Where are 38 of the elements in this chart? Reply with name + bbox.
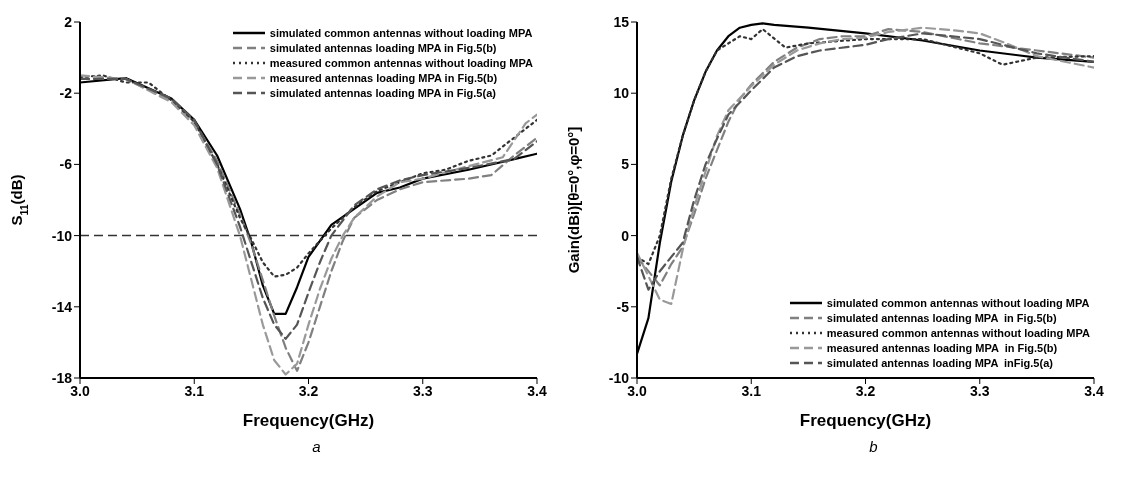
legend-label: measured common antennas without loading MPA — [826, 326, 1090, 339]
x-tick-label: 3.0 — [627, 382, 647, 399]
y-tick-label: -5 — [616, 298, 630, 315]
legend-label: simulated antennas loading MPA in Fig.5(a) — [269, 86, 496, 99]
legend-label: simulated common antennas without loading MPA — [269, 26, 533, 39]
x-tick-label: 3.1 — [184, 382, 205, 399]
legend-label: simulated antennas loading MPA in Fig.5(b) — [269, 41, 497, 54]
legend-label: measured antennas loading MPA in Fig.5(b) — [826, 341, 1058, 354]
x-tick-label: 3.2 — [298, 382, 319, 399]
x-axis-title: Frequency(GHz) — [242, 411, 375, 430]
x-tick-label: 3.2 — [855, 382, 876, 399]
y-tick-label: -10 — [51, 227, 73, 244]
y-tick-label: -14 — [51, 298, 73, 315]
legend-label: measured antennas loading MPA in Fig.5(b) — [269, 71, 498, 84]
legend-label: simulated antennas loading MPA inFig.5(a) — [826, 356, 1053, 369]
text: b — [868, 438, 879, 455]
y-tick-label: 10 — [613, 85, 630, 102]
y-tick-label: -10 — [608, 369, 630, 386]
y-tick-label: -2 — [59, 85, 73, 102]
y-tick-label: 2 — [64, 13, 73, 30]
y-tick-label: -6 — [59, 156, 73, 173]
x-tick-label: 3.3 — [413, 382, 433, 399]
x-tick-label: 3.3 — [970, 382, 990, 399]
legend-label: simulated common antennas without loading MPA — [826, 296, 1090, 309]
x-axis-title: Frequency(GHz) — [799, 411, 932, 430]
x-tick-label: 3.4 — [1084, 382, 1104, 399]
x-tick-label: 3.4 — [527, 382, 547, 399]
y-tick-label: 5 — [621, 156, 630, 173]
y-tick-label: -18 — [51, 369, 73, 386]
x-tick-label: 3.1 — [741, 382, 762, 399]
y-axis-title: Gain(dBi)[θ=0°,φ=0°] — [565, 126, 582, 274]
line-series — [80, 74, 537, 278]
y-tick-label: 0 — [621, 227, 630, 244]
legend-label: measured common antennas without loading MPA — [269, 56, 533, 69]
text: a — [311, 438, 322, 455]
x-tick-label: 3.0 — [70, 382, 90, 399]
legend-label: simulated antennas loading MPA in Fig.5(b) — [826, 311, 1057, 324]
y-tick-label: 15 — [613, 13, 630, 30]
